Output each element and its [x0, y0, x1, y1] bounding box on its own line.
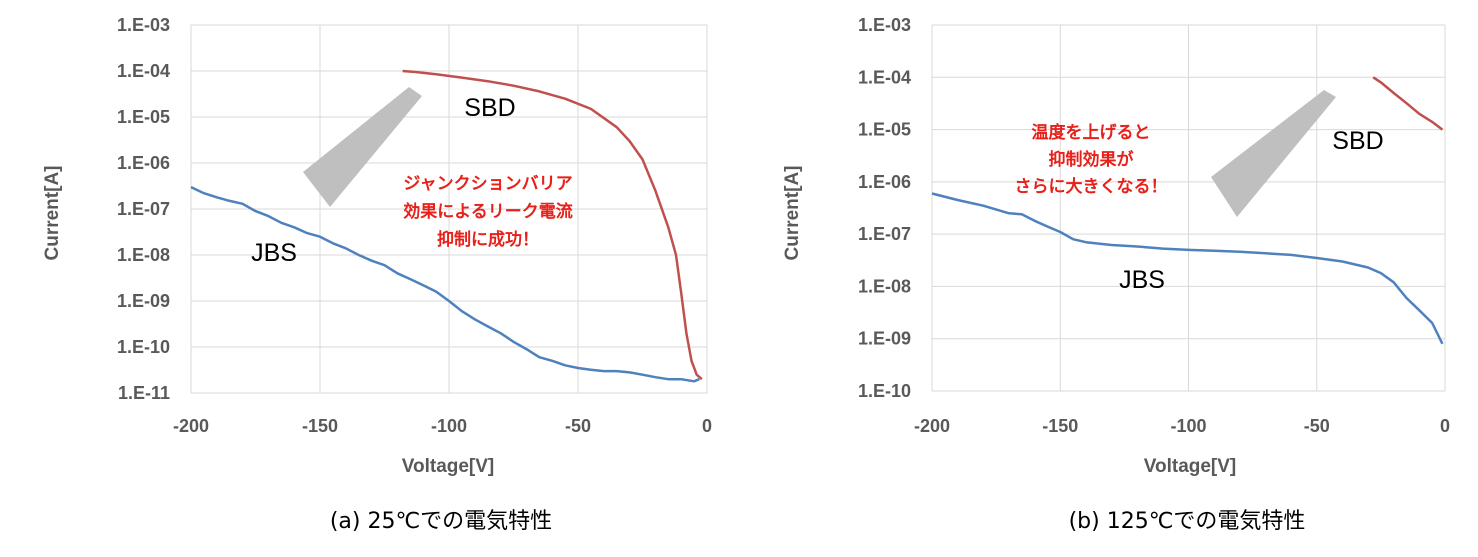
series-line-jbs [190, 185, 700, 383]
y-tick-label: 1.E-07 [858, 224, 911, 244]
y-tick-label: 1.E-08 [117, 245, 170, 265]
x-tick-label: -100 [431, 416, 467, 436]
series-label-jbs: JBS [251, 239, 297, 267]
y-tick-label: 1.E-04 [858, 67, 911, 87]
annotation-line: 抑制に成功！ [437, 229, 539, 250]
y-tick-label: 1.E-10 [858, 381, 911, 401]
chart-panel-b: 1.E-03 1.E-04 1.E-05 1.E-06 1.E-07 1.E-08 1.E-… [782, 15, 1450, 534]
trend-arrow [303, 87, 422, 207]
y-tick-label: 1.E-08 [858, 276, 911, 296]
y-tick-label: 1.E-09 [117, 291, 170, 311]
x-tick-label: -100 [1170, 416, 1206, 436]
y-tick-label: 1.E-09 [858, 329, 911, 349]
y-tick-label: 1.E-03 [858, 15, 911, 35]
y-tick-label: 1.E-05 [858, 120, 911, 140]
series-label-sbd: SBD [464, 94, 515, 122]
x-tick-label: -50 [565, 416, 591, 436]
y-tick-label: 1.E-06 [117, 153, 170, 173]
y-tick-label: 1.E-10 [117, 337, 170, 357]
series-line-sbd [402, 69, 703, 381]
y-tick-label: 1.E-03 [117, 15, 170, 35]
x-axis-title: Voltage[V] [1144, 456, 1237, 477]
x-axis-title: Voltage[V] [402, 456, 495, 477]
figure-caption: (a) 25℃での電気特性 [330, 509, 552, 534]
x-tick-label: -200 [914, 416, 950, 436]
y-axis-title: Current[A] [782, 166, 803, 261]
figure-caption: (b) 125℃での電気特性 [1069, 509, 1306, 534]
annotation-line: 抑制効果が [1049, 149, 1134, 170]
x-tick-label: -200 [173, 416, 209, 436]
x-tick-label: -150 [302, 416, 338, 436]
series-line-sbd [1372, 76, 1444, 131]
annotation-line: 温度を上げると [1032, 122, 1151, 143]
y-tick-label: 1.E-04 [117, 61, 170, 81]
x-tick-label: 0 [702, 416, 712, 436]
series-line-jbs [931, 192, 1444, 345]
y-tick-label: 1.E-06 [858, 172, 911, 192]
x-tick-label: -150 [1042, 416, 1078, 436]
series-label-jbs: JBS [1119, 266, 1165, 294]
chart-panel-a: 1.E-03 1.E-04 1.E-05 1.E-06 1.E-07 1.E-08 1.E-… [42, 15, 712, 534]
x-tick-label: 0 [1440, 416, 1450, 436]
annotation-line: 効果によるリーク電流 [403, 201, 573, 222]
y-tick-label: 1.E-05 [117, 107, 170, 127]
series-label-sbd: SBD [1332, 127, 1383, 155]
y-tick-label: 1.E-11 [118, 383, 170, 403]
x-tick-label: -50 [1304, 416, 1330, 436]
y-tick-label: 1.E-07 [117, 199, 170, 219]
y-axis-title: Current[A] [42, 166, 63, 261]
annotation-line: ジャンクションバリア [403, 174, 572, 194]
annotation-line: さらに大きくなる！ [1015, 176, 1168, 197]
trend-arrow [1211, 90, 1336, 217]
